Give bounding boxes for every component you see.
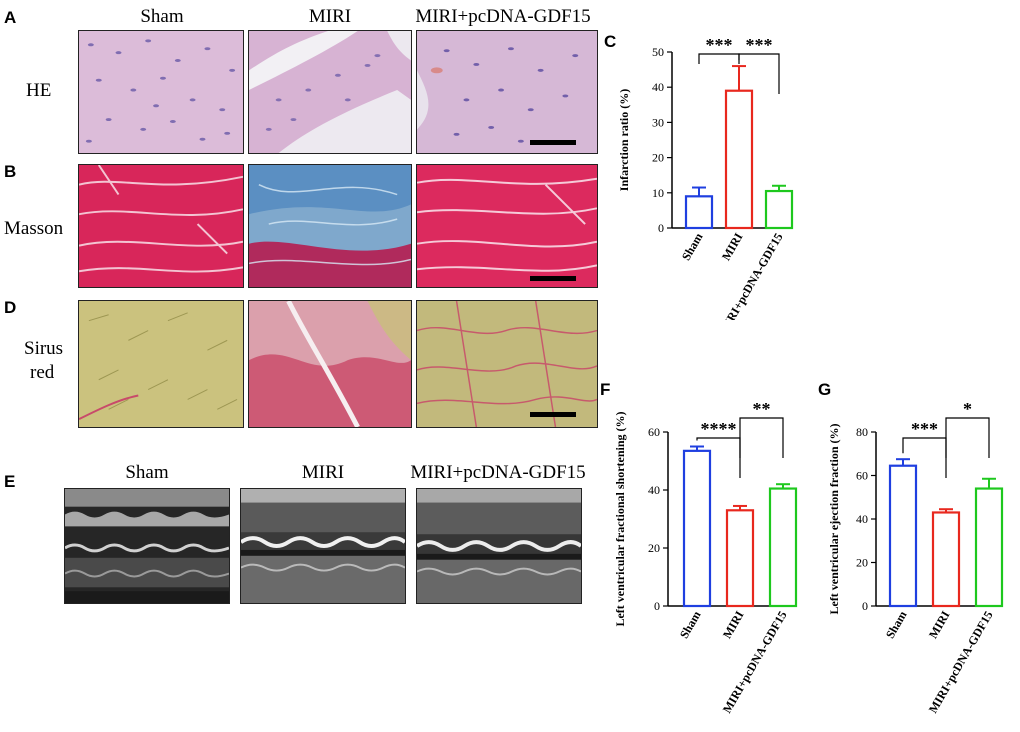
chart-g-ytick-label-3: 60 bbox=[856, 469, 868, 483]
chart-c-ytick-label-0: 0 bbox=[658, 221, 664, 235]
panel-letter-f: F bbox=[600, 380, 611, 399]
panel-letter-a: A bbox=[4, 8, 17, 27]
panel-letter-c: C bbox=[604, 32, 617, 51]
sirius-image-gdf15 bbox=[416, 300, 598, 428]
chart-g-ytick-label-1: 20 bbox=[856, 556, 868, 570]
chart-c-sig-bracket-1 bbox=[738, 53, 780, 94]
row-label-he: HE bbox=[26, 80, 52, 101]
scale-bar-he bbox=[530, 140, 576, 145]
chart-g-ytick-label-0: 0 bbox=[862, 599, 868, 613]
echo-col-sham: Sham bbox=[125, 462, 169, 483]
sirius-image-miri bbox=[248, 300, 412, 428]
chart-f-ylabel: Left ventricular fractional shortening (… bbox=[613, 411, 627, 626]
echo-image-gdf15 bbox=[416, 488, 582, 604]
chart-g-sig-bracket-1 bbox=[945, 417, 990, 458]
chart-f-bar-2 bbox=[768, 487, 798, 608]
chart-f-bar-1 bbox=[725, 509, 755, 608]
chart-g-ytick-label-2: 40 bbox=[856, 512, 868, 526]
chart-c-bar-0 bbox=[684, 195, 714, 230]
chart-f-sig-label-1: ** bbox=[753, 399, 771, 419]
panel-letter-b: B bbox=[4, 162, 17, 181]
chart-f-bar-0 bbox=[682, 449, 712, 608]
chart-f-ytick-label-3: 60 bbox=[648, 425, 660, 439]
chart-g-sig-label-1: * bbox=[963, 399, 972, 419]
chart-f-ytick-label-0: 0 bbox=[654, 599, 660, 613]
chart-f-sig-bracket-0 bbox=[696, 437, 741, 478]
chart-c-sig-bracket-0 bbox=[698, 53, 740, 64]
panel-letter-e: E bbox=[4, 472, 16, 491]
scale-bar-masson bbox=[530, 276, 576, 281]
row-label-sirius-2: red bbox=[30, 362, 55, 383]
chart-g-ytick-label-4: 80 bbox=[856, 425, 868, 439]
chart-g-ylabel: Left ventricular ejection fraction (%) bbox=[827, 423, 841, 614]
chart-c-bar-1 bbox=[724, 89, 754, 230]
scale-bar-sirius bbox=[530, 412, 576, 417]
chart-c-sig-label-0: *** bbox=[706, 35, 733, 55]
chart-c-ytick-label-3: 30 bbox=[652, 115, 664, 129]
he-image-sham bbox=[78, 30, 244, 154]
echo-col-gdf15: MIRI+pcDNA-GDF15 bbox=[410, 462, 586, 483]
chart-g-bar-1 bbox=[931, 511, 961, 608]
he-image-miri bbox=[248, 30, 412, 154]
row-label-masson: Masson bbox=[4, 218, 64, 239]
chart-f: 0 20 40 60 Left ventricular fractional short… bbox=[613, 399, 798, 716]
masson-image-sham bbox=[78, 164, 244, 288]
echo-col-miri: MIRI bbox=[301, 462, 345, 483]
chart-c-category-0: Sham bbox=[679, 230, 706, 262]
chart-g-bar-0 bbox=[888, 464, 918, 608]
chart-g-bar-2 bbox=[974, 487, 1004, 608]
chart-g: 0 20 40 60 80 Left ventricular ejection fract… bbox=[827, 399, 1004, 716]
chart-c-ylabel: Infarction ratio (%) bbox=[617, 89, 631, 191]
chart-f-category-1: MIRI bbox=[720, 608, 747, 641]
chart-c-ytick-label-4: 40 bbox=[652, 80, 664, 94]
chart-f-ytick-label-2: 40 bbox=[648, 483, 660, 497]
chart-c-ytick-label-5: 50 bbox=[652, 45, 664, 59]
chart-c-ytick-label-1: 10 bbox=[652, 186, 664, 200]
chart-g-category-0: Sham bbox=[883, 608, 910, 640]
histology-col-sham: Sham bbox=[140, 6, 184, 27]
echo-image-miri bbox=[240, 488, 406, 604]
masson-image-gdf15 bbox=[416, 164, 598, 288]
chart-f-sig-label-0: **** bbox=[701, 419, 737, 439]
chart-f-category-0: Sham bbox=[677, 608, 704, 640]
he-image-gdf15 bbox=[416, 30, 598, 154]
row-label-sirius-1: Sirus bbox=[24, 338, 64, 359]
histology-col-miri: MIRI bbox=[308, 6, 352, 27]
chart-g-sig-bracket-0 bbox=[902, 437, 947, 478]
masson-image-miri bbox=[248, 164, 412, 288]
sirius-image-sham bbox=[78, 300, 244, 428]
chart-c-bar-2 bbox=[764, 189, 794, 230]
chart-f-sig-bracket-1 bbox=[739, 417, 784, 458]
histology-col-gdf15: MIRI+pcDNA-GDF15 bbox=[415, 6, 591, 27]
chart-c-ytick-label-2: 20 bbox=[652, 151, 664, 165]
chart-c-sig-label-1: *** bbox=[746, 35, 773, 55]
chart-f-ytick-label-1: 20 bbox=[648, 541, 660, 555]
echo-image-sham bbox=[64, 488, 230, 604]
chart-c-category-1: MIRI bbox=[719, 230, 746, 263]
panel-letter-g: G bbox=[818, 380, 832, 399]
chart-g-category-1: MIRI bbox=[926, 608, 953, 641]
panel-letter-d: D bbox=[4, 298, 17, 317]
chart-g-sig-label-0: *** bbox=[911, 419, 938, 439]
